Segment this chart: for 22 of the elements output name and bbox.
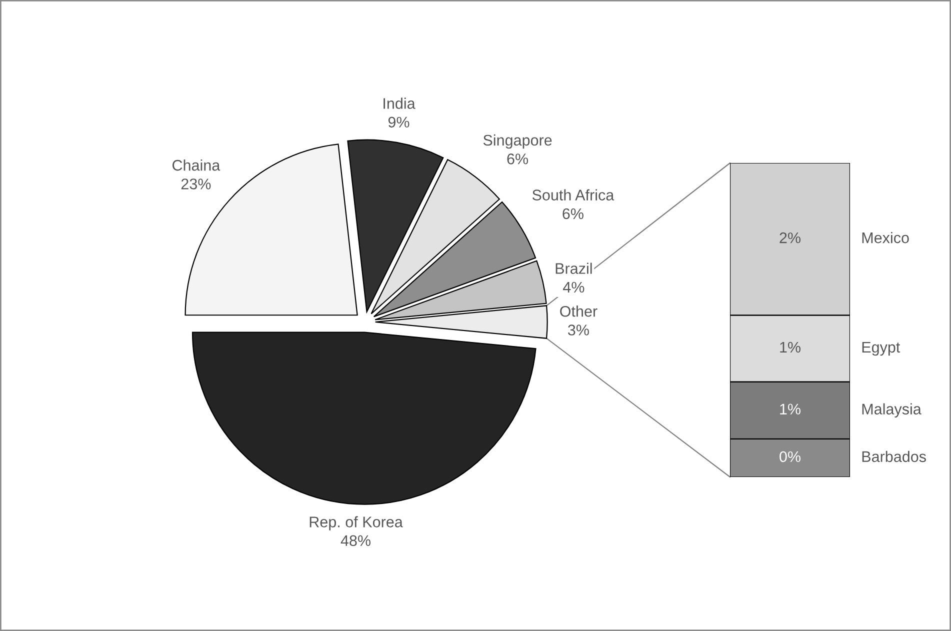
data-label: 6% bbox=[507, 153, 528, 164]
data-label: 4% bbox=[562, 282, 584, 293]
data-label: 2% bbox=[780, 232, 800, 244]
data-label: 9% bbox=[388, 116, 410, 128]
data-label: 23% bbox=[181, 178, 211, 190]
data-label: 3% bbox=[568, 324, 589, 336]
slice-label: South Africa bbox=[532, 189, 614, 200]
data-label: 1% bbox=[780, 404, 800, 414]
slice-label: Singapore bbox=[483, 134, 552, 149]
slice-label: India bbox=[384, 98, 416, 109]
data-label: 0% bbox=[780, 451, 800, 462]
data-label: 1% bbox=[780, 342, 800, 353]
slice-label: Rep. of Korea bbox=[310, 516, 403, 530]
data-label: 48% bbox=[340, 535, 370, 546]
data-label: 6% bbox=[562, 208, 584, 220]
series-label: Egypt bbox=[862, 342, 900, 356]
slice-label: Brazil bbox=[556, 262, 592, 274]
series-label: Mexico bbox=[862, 232, 909, 244]
series-label: Barbados bbox=[862, 450, 926, 462]
slice-label: Other bbox=[560, 306, 598, 317]
series-label: Malaysia bbox=[862, 403, 922, 418]
slice-label: Chaina bbox=[172, 159, 220, 171]
